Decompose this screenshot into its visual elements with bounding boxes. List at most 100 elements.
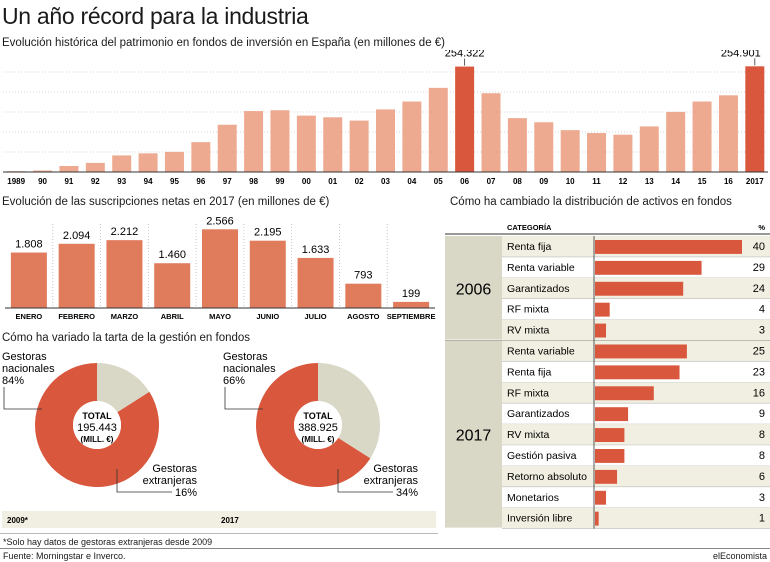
tick-label-96: 96 [196,177,205,186]
distribution-table-chart: CATEGORÍA % 2006 Renta fija 40 Renta variable… [445,223,770,529]
slice-name-extranjeras-0: Gestoras [152,463,197,475]
data-label-06: 254.322 [445,50,485,60]
row-name-2017-4: RV mixta [507,429,550,441]
tick-label-93: 93 [117,177,126,186]
tick-label-06: 06 [460,177,469,186]
row-name-2006-0: Renta fija [507,241,552,253]
row-bar-2006-1 [595,260,702,275]
slice-name-extranjeras-2-1: extranjeras [364,475,419,487]
tick-label-09: 09 [539,177,548,186]
row-value-2017-7: 3 [759,492,765,504]
row-bar-2006-2 [595,281,684,296]
slice-leader-nacionales-0 [3,387,42,410]
pie-center-1 [294,401,342,449]
row-name-2006-1: Renta variable [507,262,575,274]
data-label-2017: 254.901 [721,50,761,59]
tick-label-99: 99 [276,177,285,186]
pie-slice-nacionales-0 [34,363,159,487]
bar-2017 [745,66,765,172]
pie-year-band-0 [2,511,222,528]
tick-label-mayo: MAYO [209,312,231,321]
tick-label-1989: 1989 [7,177,25,186]
pie-total-value-0: 195.443 [77,422,117,434]
tick-label-13: 13 [645,177,654,186]
tick-label-enero: ENERO [16,312,43,321]
footnote: *Solo hay datos de gestoras extranjeras … [3,537,213,547]
group-band-2006 [445,236,502,340]
slice-leader-extranjeras-0 [116,469,172,493]
bar-11 [587,133,607,172]
bar-99 [270,110,290,172]
bar-96 [191,142,211,172]
header-pct: % [758,223,765,232]
bar-12 [613,134,633,172]
bar-julio [297,257,334,308]
pie-total-label-1: TOTAL [303,411,333,421]
bar-16 [718,95,738,172]
row-name-2017-8: Inversión libre [507,513,573,525]
page-title: Un año récord para la industria [2,3,309,29]
data-label-septiembre: 199 [402,288,420,300]
slice-name-nacionales-0: Gestoras [2,351,47,363]
tick-label-2017: 2017 [746,177,764,186]
row-bar-2017-4 [595,428,625,442]
row-name-2017-3: Garantizados [507,408,569,420]
bar-01 [323,117,343,172]
bar-94 [138,153,158,172]
row-band [502,319,770,341]
tick-label-julio: JULIO [305,312,327,321]
bar-95 [164,151,184,172]
group-year-2006: 2006 [456,281,492,298]
bar-98 [244,111,264,172]
tick-label-08: 08 [513,177,522,186]
bar-03 [376,109,395,172]
tick-label-91: 91 [64,177,73,186]
row-bar-2017-3 [595,407,629,422]
row-value-2006-1: 29 [753,262,765,274]
slice-name-nacionales-2-0: nacionales [2,363,55,375]
pie-slice-nacionales-1 [255,363,371,487]
footer-divider [0,548,770,549]
tick-label-10: 10 [566,177,575,186]
subscriptions-chart-title: Evolución de las suscripciones netas en … [2,196,330,208]
row-bar-2017-6 [595,469,618,484]
bar-04 [402,101,422,172]
row-value-2017-0: 25 [753,346,765,358]
tick-label-94: 94 [144,177,153,186]
row-name-2017-6: Retorno absoluto [507,471,587,483]
bar-15 [692,101,712,172]
bar-06 [455,66,475,172]
tick-label-03: 03 [381,177,390,186]
slice-pct-nacionales-1: 66% [223,375,245,387]
tick-label-septiembre: SEPTIEMBRE [387,312,436,321]
row-bar-2006-4 [595,323,607,338]
pie-total-unit-1: (MILL. €) [302,435,335,444]
row-band [502,507,770,529]
slice-leader-nacionales-1 [224,387,263,410]
tick-label-abril: ABRIL [161,312,184,321]
data-label-marzo: 2.212 [111,226,139,238]
tick-label-febrero: FEBRERO [58,312,95,321]
tick-label-07: 07 [487,177,496,186]
bar-10 [560,130,580,172]
data-label-abril: 1.460 [158,249,186,261]
bar-00 [296,115,316,172]
row-value-2017-2: 16 [753,387,765,399]
bar-05 [428,87,448,172]
row-name-2017-0: Renta variable [507,346,575,358]
row-value-2006-2: 24 [753,283,765,295]
bar-97 [217,124,237,172]
pie-year-0: 2009* [7,516,29,525]
tick-label-90: 90 [38,177,47,186]
source: Fuente: Morningstar e Inverco. [3,551,126,561]
row-bar-2017-0 [595,344,687,359]
row-value-2017-1: 23 [753,366,765,378]
tick-label-junio: JUNIO [256,312,279,321]
pie-center-0 [73,401,121,449]
row-bar-2017-2 [595,386,654,401]
historic-chart-title: Evolución histórica del patrimonio en fo… [2,37,446,49]
pie-slice-extranjeras-1 [318,363,380,459]
row-name-2017-5: Gestión pasiva [507,450,577,462]
data-label-mayo: 2.566 [206,215,234,227]
group-band-2017 [445,340,502,528]
